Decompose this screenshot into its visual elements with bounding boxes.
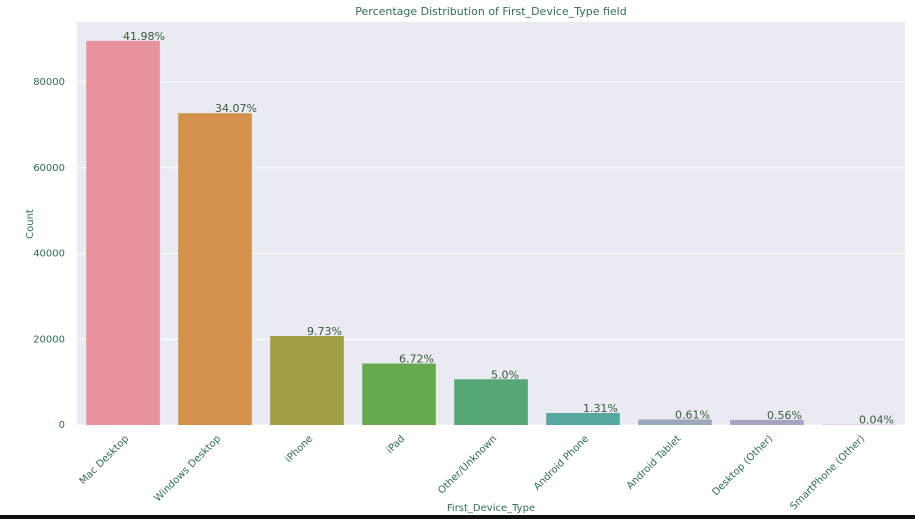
- bar-annotation: 6.72%: [399, 353, 434, 366]
- x-tick-label: SmartPhone (Other): [788, 433, 867, 512]
- x-tick-label: Android Phone: [532, 433, 591, 492]
- x-tick-label: Mac Desktop: [78, 433, 132, 487]
- bar: [638, 419, 712, 425]
- bar-annotation: 0.56%: [767, 409, 802, 422]
- y-tick-label: 60000: [33, 163, 65, 174]
- chart-title: Percentage Distribution of First_Device_…: [355, 5, 626, 18]
- bar-annotation: 41.98%: [123, 30, 165, 43]
- bar-annotation: 0.61%: [675, 408, 710, 421]
- bar: [546, 412, 620, 425]
- bar: [270, 335, 344, 425]
- x-axis-label: First_Device_Type: [447, 503, 535, 514]
- bar-annotation: 34.07%: [215, 102, 257, 115]
- y-tick-label: 40000: [33, 249, 65, 260]
- y-tick-label: 0: [59, 420, 65, 431]
- bar: [454, 379, 528, 425]
- y-axis-label: Count: [25, 209, 36, 239]
- bar: [178, 113, 252, 426]
- x-tick-label: Desktop (Other): [710, 433, 775, 498]
- bar: [730, 419, 804, 425]
- x-tick-label: Other/Unknown: [436, 433, 499, 496]
- y-tick-label: 80000: [33, 77, 65, 88]
- y-tick-label: 20000: [33, 334, 65, 345]
- bottom-border: [0, 515, 915, 519]
- x-tick-label: Windows Desktop: [152, 433, 223, 504]
- bar: [86, 40, 160, 425]
- bar-annotation: 9.73%: [307, 325, 342, 338]
- bar-annotation: 0.04%: [859, 414, 894, 427]
- bar: [362, 363, 436, 425]
- x-tick-label: Android Tablet: [625, 433, 683, 491]
- bar-annotation: 1.31%: [583, 402, 618, 415]
- x-tick-label: iPhone: [284, 433, 316, 465]
- bar-annotation: 5.0%: [491, 368, 519, 381]
- x-tick-label: iPad: [385, 433, 408, 456]
